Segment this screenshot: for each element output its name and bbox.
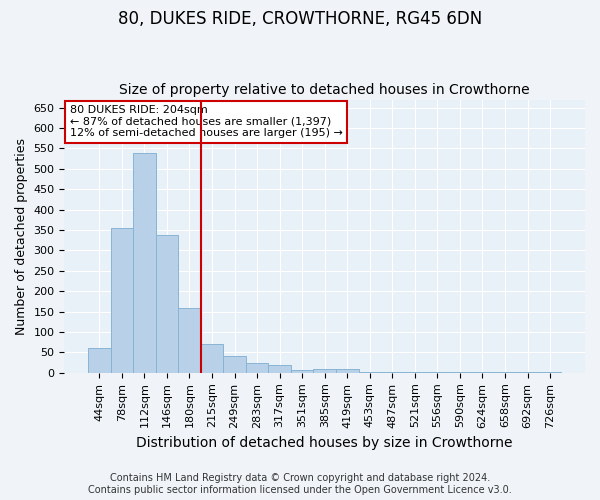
Bar — [404, 372, 426, 373]
Bar — [88, 348, 110, 373]
Bar — [471, 372, 494, 373]
Bar — [133, 152, 155, 373]
Bar — [178, 308, 201, 373]
Text: 80 DUKES RIDE: 204sqm
← 87% of detached houses are smaller (1,397)
12% of semi-d: 80 DUKES RIDE: 204sqm ← 87% of detached … — [70, 105, 343, 138]
Title: Size of property relative to detached houses in Crowthorne: Size of property relative to detached ho… — [119, 83, 530, 97]
Bar — [539, 372, 562, 373]
Bar — [155, 235, 178, 373]
Bar — [201, 344, 223, 373]
Y-axis label: Number of detached properties: Number of detached properties — [15, 138, 28, 334]
Bar — [494, 372, 516, 373]
Bar — [313, 368, 336, 373]
Bar — [110, 228, 133, 373]
Bar — [426, 372, 449, 373]
Bar — [381, 372, 404, 373]
Bar — [516, 372, 539, 373]
Bar — [291, 370, 313, 373]
Bar — [336, 368, 359, 373]
X-axis label: Distribution of detached houses by size in Crowthorne: Distribution of detached houses by size … — [136, 436, 513, 450]
Text: 80, DUKES RIDE, CROWTHORNE, RG45 6DN: 80, DUKES RIDE, CROWTHORNE, RG45 6DN — [118, 10, 482, 28]
Bar — [246, 362, 268, 373]
Text: Contains HM Land Registry data © Crown copyright and database right 2024.
Contai: Contains HM Land Registry data © Crown c… — [88, 474, 512, 495]
Bar — [268, 364, 291, 373]
Bar — [359, 372, 381, 373]
Bar — [449, 372, 471, 373]
Bar — [223, 356, 246, 373]
